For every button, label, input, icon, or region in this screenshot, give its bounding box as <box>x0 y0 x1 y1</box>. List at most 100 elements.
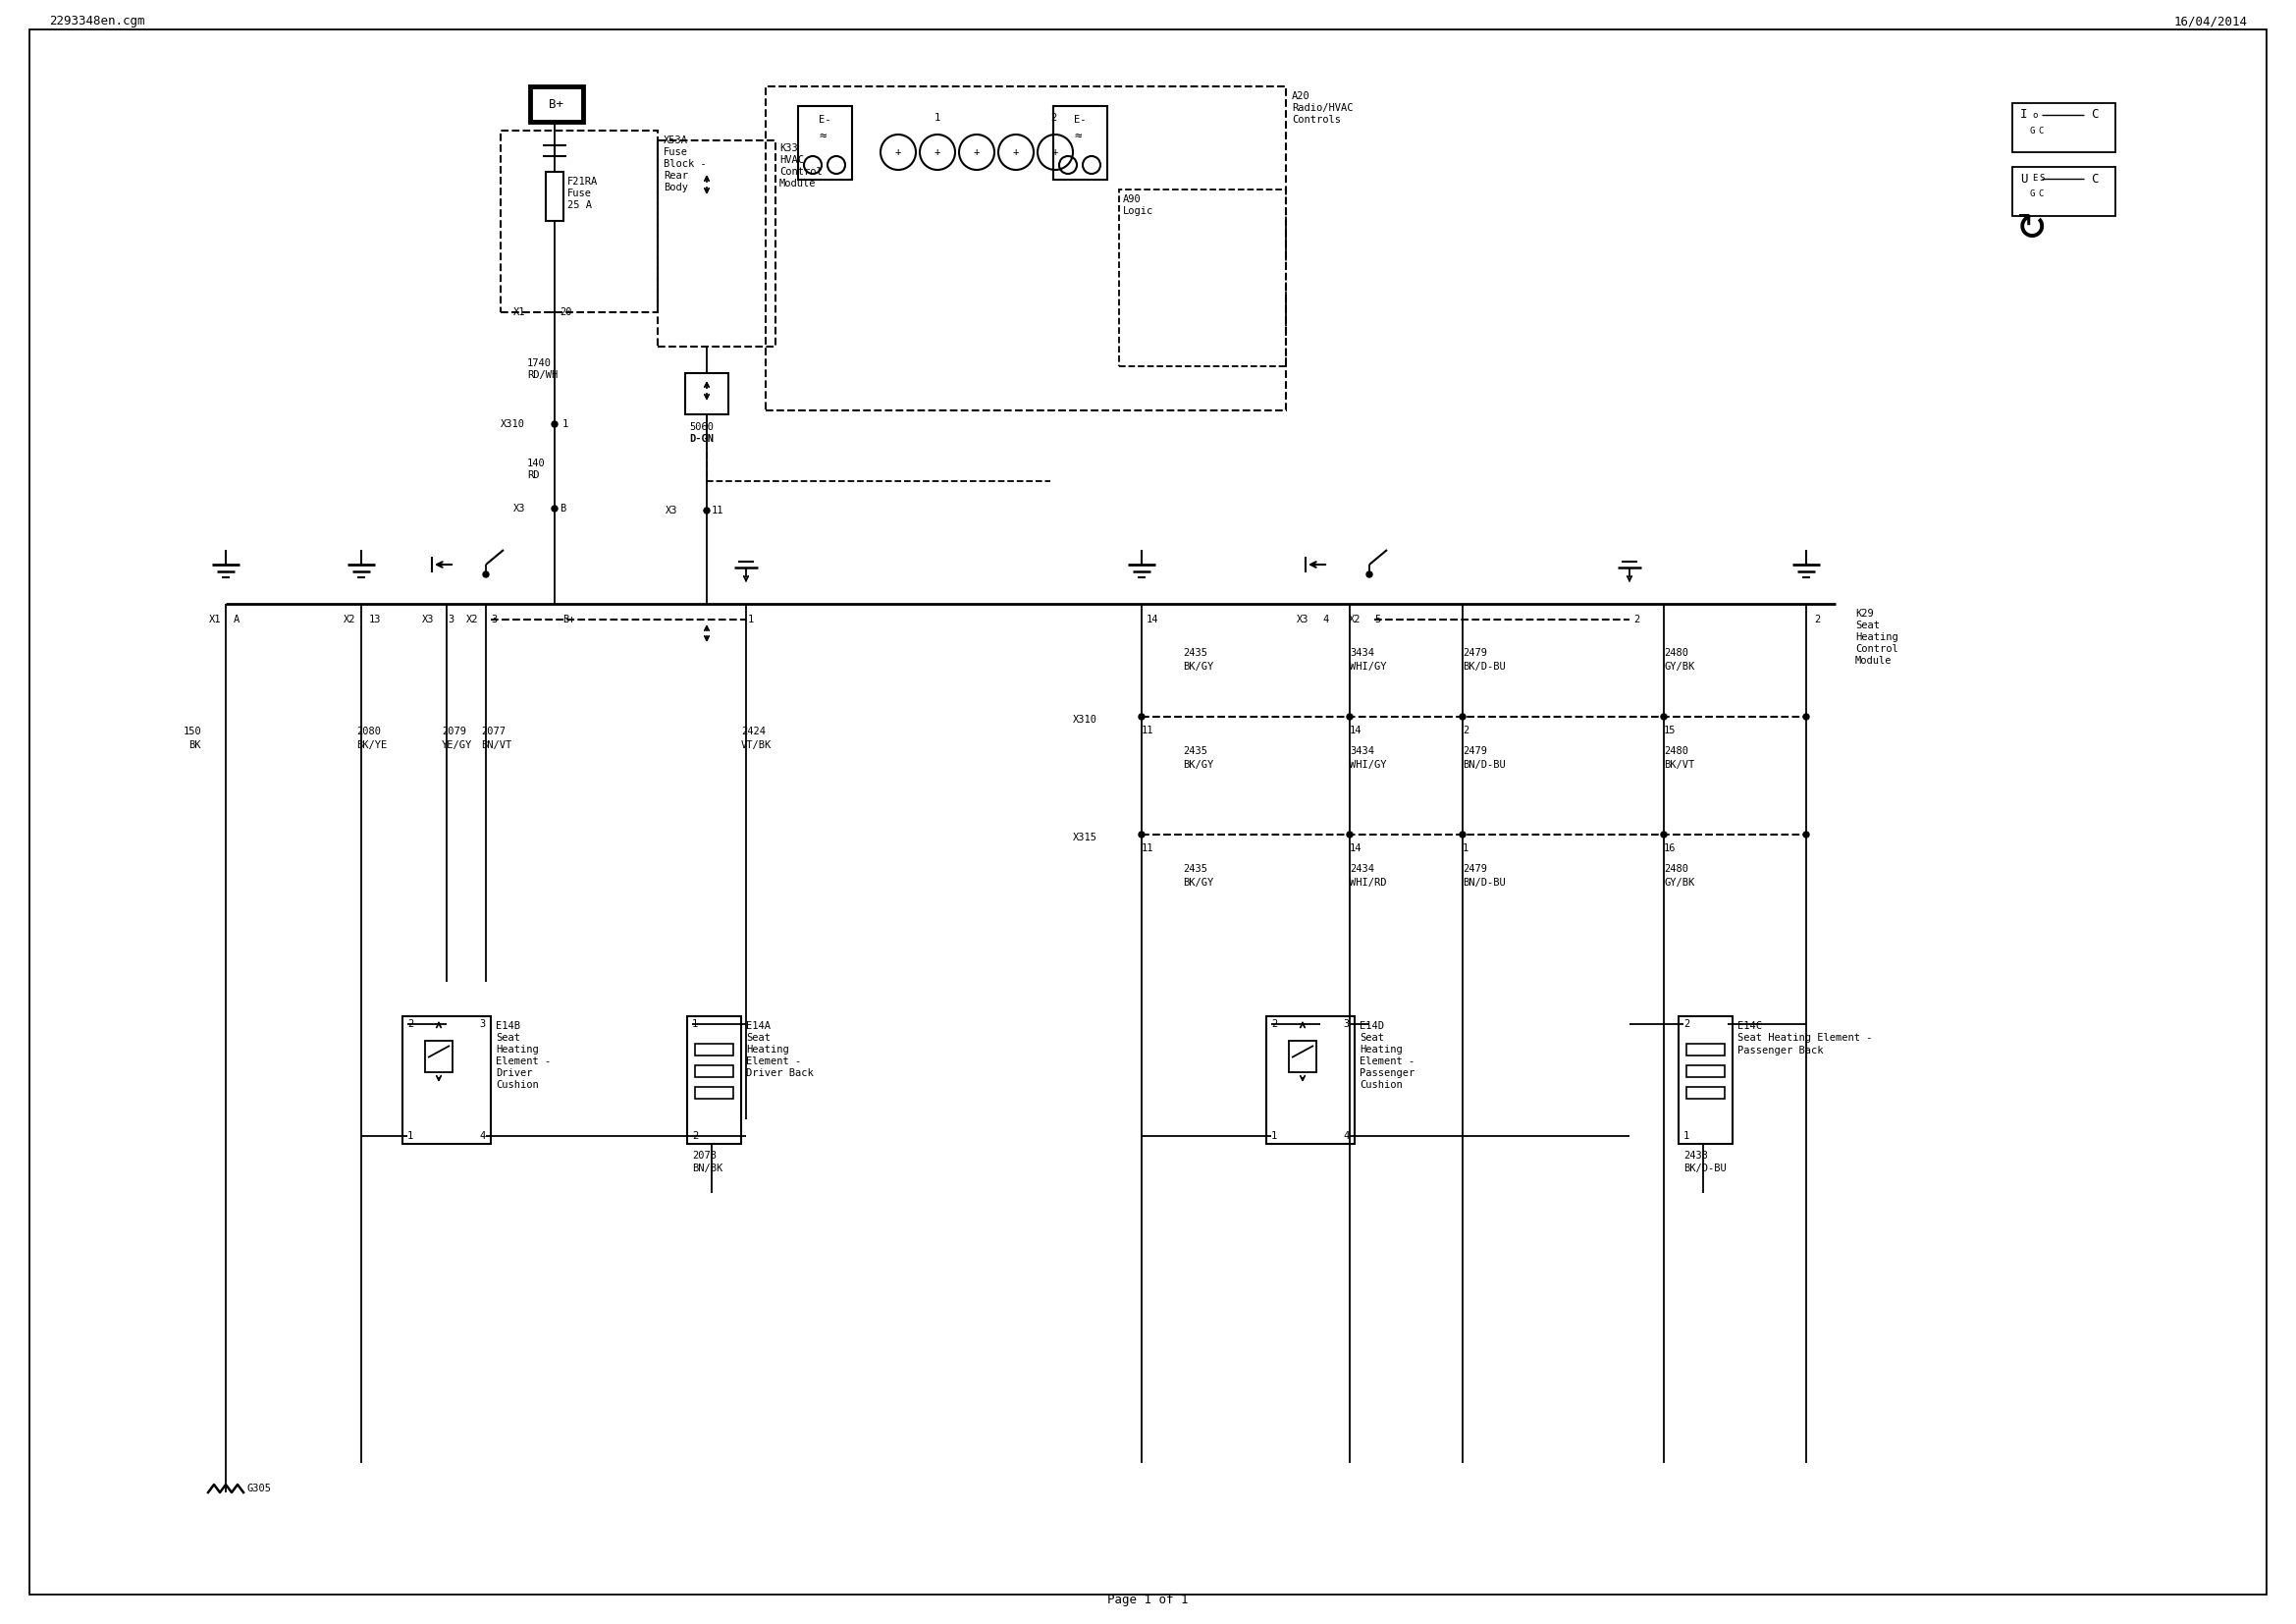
Text: Cushion: Cushion <box>1359 1080 1403 1090</box>
Text: Seat: Seat <box>746 1033 771 1043</box>
Text: B+: B+ <box>563 614 574 625</box>
Text: RD: RD <box>528 471 540 481</box>
Text: Block -: Block - <box>664 159 707 169</box>
Bar <box>1688 1065 1724 1077</box>
Text: 14: 14 <box>1350 843 1362 853</box>
Circle shape <box>1802 715 1809 719</box>
Text: BK/GY: BK/GY <box>1182 760 1215 770</box>
Bar <box>1678 1017 1733 1143</box>
Text: 4: 4 <box>1343 1130 1350 1142</box>
Text: WHI/GY: WHI/GY <box>1350 760 1387 770</box>
Text: K33: K33 <box>778 143 797 153</box>
Text: 16/04/2014: 16/04/2014 <box>2174 15 2248 28</box>
Text: ↻: ↻ <box>2018 200 2046 247</box>
Text: 2435: 2435 <box>1182 648 1208 658</box>
Text: +: + <box>895 148 902 158</box>
Text: E14A: E14A <box>746 1021 771 1031</box>
Text: +: + <box>974 148 980 158</box>
Text: Seat: Seat <box>1855 620 1880 630</box>
Text: X2: X2 <box>1348 614 1362 625</box>
Text: +: + <box>1052 148 1058 158</box>
Text: Passenger: Passenger <box>1359 1069 1414 1078</box>
Text: X1: X1 <box>512 307 526 317</box>
Text: Body: Body <box>664 182 689 193</box>
Text: VT/BK: VT/BK <box>742 741 771 750</box>
Text: GY/BK: GY/BK <box>1665 661 1694 672</box>
Circle shape <box>1366 572 1373 578</box>
Bar <box>696 1044 732 1056</box>
Text: 2078: 2078 <box>691 1151 716 1161</box>
Text: E: E <box>2032 174 2037 184</box>
Text: Driver Back: Driver Back <box>746 1069 813 1078</box>
Text: 3: 3 <box>491 614 496 625</box>
Text: ≈: ≈ <box>1075 130 1081 141</box>
Text: D-GN: D-GN <box>689 434 714 443</box>
Text: 2: 2 <box>406 1020 413 1030</box>
Bar <box>799 106 852 180</box>
Circle shape <box>1660 715 1667 719</box>
Text: Fuse: Fuse <box>567 188 592 198</box>
Bar <box>501 130 657 312</box>
Bar <box>1288 1041 1316 1072</box>
Text: 3434: 3434 <box>1350 648 1375 658</box>
Text: E14B: E14B <box>496 1021 521 1031</box>
Text: 2434: 2434 <box>1350 864 1375 874</box>
Text: 2080: 2080 <box>356 726 381 736</box>
Text: X2: X2 <box>466 614 478 625</box>
Text: 2: 2 <box>1814 614 1821 625</box>
Text: 2479: 2479 <box>1463 864 1488 874</box>
Text: 5: 5 <box>1375 614 1380 625</box>
Text: 1: 1 <box>1683 1130 1690 1142</box>
Text: Cushion: Cushion <box>496 1080 540 1090</box>
Text: 14: 14 <box>1350 726 1362 736</box>
Bar <box>696 1065 732 1077</box>
Bar <box>687 1017 742 1143</box>
Circle shape <box>1802 831 1809 838</box>
Text: YE/GY: YE/GY <box>441 741 473 750</box>
Circle shape <box>551 421 558 427</box>
Text: 13: 13 <box>370 614 381 625</box>
Text: Passenger Back: Passenger Back <box>1738 1046 1823 1056</box>
Text: Radio/HVAC: Radio/HVAC <box>1293 102 1352 114</box>
Text: X3: X3 <box>1297 614 1309 625</box>
Text: 2: 2 <box>1463 726 1469 736</box>
Text: Heating: Heating <box>746 1044 790 1054</box>
Text: ≈: ≈ <box>820 130 827 141</box>
Text: F21RA: F21RA <box>567 177 597 187</box>
Text: E-: E- <box>817 115 831 125</box>
Circle shape <box>482 572 489 578</box>
Text: BK/YE: BK/YE <box>356 741 388 750</box>
Bar <box>530 86 583 122</box>
Bar <box>2011 102 2115 153</box>
Text: Heating: Heating <box>1359 1044 1403 1054</box>
Text: Module: Module <box>778 179 815 188</box>
Text: BN/BK: BN/BK <box>691 1163 723 1173</box>
Circle shape <box>1460 715 1465 719</box>
Text: X1: X1 <box>209 614 220 625</box>
Text: Element -: Element - <box>1359 1057 1414 1067</box>
Text: 16: 16 <box>1665 843 1676 853</box>
Text: 3434: 3434 <box>1350 745 1375 757</box>
Text: 2435: 2435 <box>1182 745 1208 757</box>
Text: BK: BK <box>188 741 202 750</box>
Text: Heating: Heating <box>496 1044 540 1054</box>
Text: E14D: E14D <box>1359 1021 1384 1031</box>
Text: RD/WH: RD/WH <box>528 370 558 380</box>
Text: 2479: 2479 <box>1463 745 1488 757</box>
Text: 11: 11 <box>1141 843 1155 853</box>
Text: HVAC: HVAC <box>778 156 804 166</box>
Text: E-: E- <box>1075 115 1086 125</box>
Text: C: C <box>2092 109 2099 122</box>
Bar <box>1118 190 1286 367</box>
Text: BK/GY: BK/GY <box>1182 879 1215 888</box>
Text: 1740: 1740 <box>528 359 551 369</box>
Bar <box>546 172 563 221</box>
Text: U: U <box>2020 172 2027 185</box>
Text: X3: X3 <box>666 505 677 515</box>
Text: 1: 1 <box>406 1130 413 1142</box>
Text: Rear: Rear <box>664 171 689 180</box>
Circle shape <box>1139 831 1146 838</box>
Bar <box>1054 106 1107 180</box>
Text: 2: 2 <box>691 1130 698 1142</box>
Circle shape <box>551 505 558 512</box>
